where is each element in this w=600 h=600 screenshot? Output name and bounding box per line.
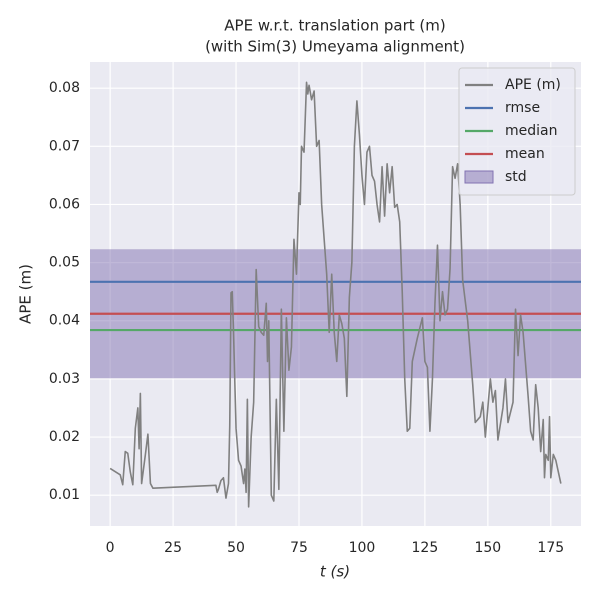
x-axis-label: t (s) [320,563,350,581]
y-tick-label: 0.03 [49,371,80,387]
x-tick-label: 175 [537,540,564,556]
y-tick-label: 0.04 [49,313,80,329]
legend-label: mean [505,146,545,162]
legend-box [458,67,576,196]
chart-subtitle: (with Sim(3) Umeyama alignment) [205,38,465,56]
chart-title: APE w.r.t. translation part (m) [224,17,445,35]
marks [90,81,581,508]
x-tick-label: 100 [349,540,376,556]
y-tick-label: 0.02 [49,429,80,445]
y-axis-label: APE (m) [17,264,35,324]
legend-swatch [464,170,494,184]
legend-label: rmse [505,100,540,116]
x-tick-label: 75 [290,540,308,556]
ape-line [109,81,562,508]
y-tick-label: 0.07 [49,138,80,154]
y-tick-label: 0.08 [49,80,80,96]
y-tick-label: 0.01 [49,487,80,503]
x-tick-label: 150 [474,540,501,556]
legend-label: APE (m) [505,77,561,93]
legend-label: median [505,123,557,139]
x-tick-label: 0 [106,540,115,556]
y-tick-label: 0.05 [49,255,80,271]
x-tick-label: 125 [412,540,439,556]
legend: APE (m) rmse median mean std [458,67,576,196]
x-tick-label: 25 [164,540,182,556]
y-tick-label: 0.06 [49,196,80,212]
x-tick-label: 50 [227,540,245,556]
legend-label: std [505,169,527,185]
